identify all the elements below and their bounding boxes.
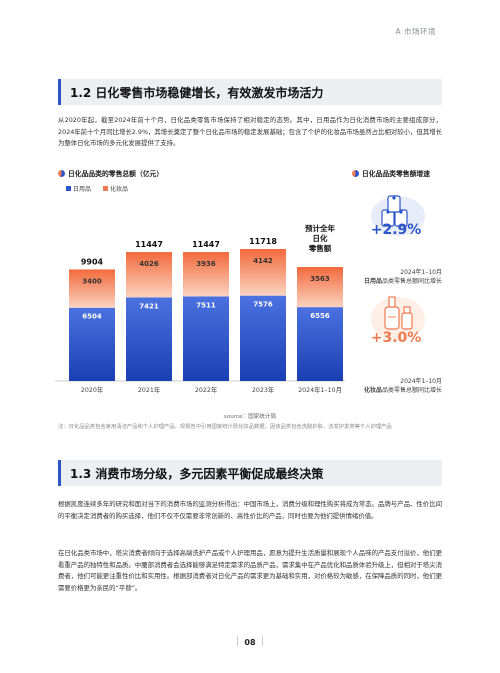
- cosmetics-growth-value: +3.0%: [370, 330, 422, 346]
- daily-growth-value: +2.9%: [370, 222, 422, 238]
- toilet-paper-icon: [371, 195, 425, 236]
- legend-swatch: [102, 186, 108, 191]
- pie-chart-icon: [58, 170, 65, 177]
- x-tick-label-2: 2022年: [195, 385, 217, 394]
- section-heading-1-3: 1.3 消费市场分级，多元因素平衡促成最终决策: [58, 460, 442, 486]
- total-label-3: 11718: [249, 237, 277, 246]
- x-tick-label-0: 2020年: [81, 385, 103, 394]
- forecast-annotation-line-2: 零售额: [308, 243, 332, 253]
- data-label-cosmetics-2: 3936: [196, 260, 216, 268]
- bar-cosmetics-4: [297, 267, 343, 308]
- bar-daily-2: [183, 296, 229, 381]
- section-paragraph: 从2020年起，截至2024年前十个月，日化品类零售市场保持了相对稳定的态势。其…: [58, 116, 442, 148]
- growth-panel-title: 日化品品类零售额增速: [352, 168, 430, 178]
- bar-cosmetics-2: [183, 252, 229, 297]
- section-title: 1.3 消费市场分级，多元因素平衡促成最终决策: [70, 467, 324, 481]
- pie-chart-icon: [352, 170, 359, 177]
- data-label-daily-3: 7576: [253, 301, 273, 309]
- total-label-1: 11447: [135, 240, 163, 249]
- legend-item-cosmetics: 化妆品: [102, 186, 128, 193]
- data-label-daily-4: 6556: [310, 312, 330, 320]
- section-title: 1.2 日化零售市场稳健增长，有效激发市场活力: [70, 86, 324, 100]
- x-tick-label-1: 2021年: [138, 385, 160, 394]
- page-number: 08: [0, 636, 500, 647]
- section-paragraph: 在日化品类市场中，塔尖消费者倾向于选择高端洗护产品或个人护理用品，愿意为提升生活…: [58, 549, 442, 592]
- data-label-daily-1: 7421: [139, 302, 159, 310]
- bar-daily-4: [297, 307, 343, 381]
- section-paragraph: 根据凯度连续多年的研究和面对当下的消费市场的监测分析得出：中国市场上，消费分级和…: [58, 500, 442, 520]
- chart-legend: 日用品 化妆品: [66, 184, 138, 193]
- cosmetics-bottle-icon: [371, 296, 425, 341]
- x-tick-label-3: 2023年: [252, 385, 274, 394]
- heading-accent: [58, 79, 61, 105]
- bar-daily-1: [126, 297, 172, 381]
- bar-cosmetics-1: [126, 252, 172, 298]
- forecast-annotation-line-1: 日化: [313, 233, 328, 243]
- data-label-daily-0: 6504: [82, 313, 102, 321]
- stacked-bar-chart: 6504 3400 9904 2020年 7421 4026 11447 2021年 7511 3…: [55, 223, 345, 394]
- daily-growth-label: 2024年1–10月 日用品品类零售总额同比增长: [363, 269, 442, 285]
- x-tick-label-4: 2024年1–10月: [298, 385, 342, 394]
- legend-swatch: [66, 186, 71, 191]
- data-label-daily-2: 7511: [196, 301, 216, 309]
- data-label-cosmetics-1: 4026: [139, 260, 159, 268]
- total-label-0: 9904: [81, 257, 104, 266]
- legend-item-daily: 日用品: [66, 186, 91, 193]
- bar-cosmetics-0: [69, 269, 115, 308]
- data-label-cosmetics-4: 3563: [310, 275, 330, 283]
- heading-accent: [58, 460, 61, 486]
- section-tag: A 市场环境: [395, 27, 436, 36]
- chart-note: 注：日化品品类包含家用清洁产品和个人护理产品，现报告中引用国家统计局化妆品数据，…: [58, 424, 392, 430]
- section-heading-1-2: 1.2 日化零售市场稳健增长，有效激发市场活力: [58, 79, 442, 105]
- data-label-cosmetics-0: 3400: [82, 277, 102, 285]
- data-label-cosmetics-3: 4142: [253, 257, 273, 265]
- bar-daily-0: [69, 307, 115, 381]
- total-label-2: 11447: [192, 240, 220, 249]
- forecast-annotation-line-0: 预计全年: [305, 223, 335, 233]
- bar-daily-3: [240, 295, 286, 381]
- cosmetics-growth-label: 2024年1–10月 化妆品品类零售总额同比增长: [363, 378, 442, 394]
- chart-source: source：国家统计局: [223, 414, 277, 420]
- chart-title: 日化品品类的零售总额（亿元）: [58, 168, 163, 178]
- bar-cosmetics-3: [240, 249, 286, 296]
